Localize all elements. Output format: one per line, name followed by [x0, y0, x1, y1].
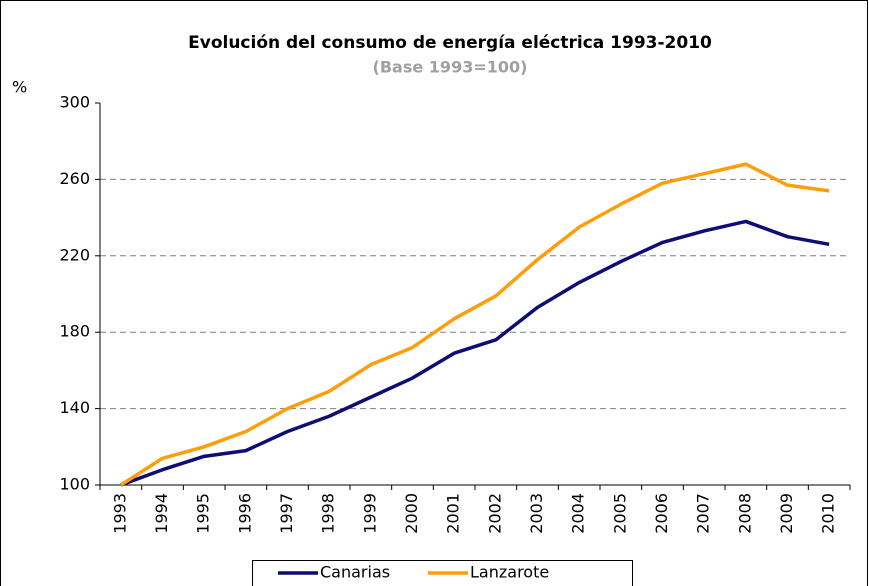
- x-tick-label: 1994: [152, 493, 171, 534]
- y-axis-label: %: [12, 78, 27, 97]
- y-tick-label: 260: [59, 169, 90, 188]
- series-line: [119, 162, 830, 487]
- x-tick-label: 2008: [735, 493, 754, 534]
- x-tick-label: 2001: [444, 493, 463, 534]
- y-tick-label: 300: [59, 93, 90, 112]
- y-tick-label: 140: [59, 398, 90, 417]
- x-tick-label: 2000: [402, 493, 421, 534]
- x-tick-label: 2005: [610, 493, 629, 534]
- x-tick-label: 2002: [485, 493, 504, 534]
- x-tick-label: 2007: [694, 493, 713, 534]
- x-tick-label: 1998: [319, 493, 338, 534]
- x-tick-label: 1993: [110, 493, 129, 534]
- x-tick-label: 1995: [194, 493, 213, 534]
- chart-subtitle: (Base 1993=100): [373, 58, 528, 77]
- x-tick-label: 2003: [527, 493, 546, 534]
- legend-label: Lanzarote: [470, 563, 549, 582]
- legend-label: Canarias: [320, 563, 390, 582]
- x-tick-label: 2004: [569, 493, 588, 534]
- chart-title: Evolución del consumo de energía eléctri…: [188, 33, 712, 53]
- x-tick-label: 1999: [360, 493, 379, 534]
- y-tick-label: 220: [59, 245, 90, 264]
- x-tick-label: 1997: [277, 493, 296, 534]
- y-tick-label: 100: [59, 475, 90, 494]
- y-tick-label: 180: [59, 322, 90, 341]
- x-tick-label: 2006: [652, 493, 671, 534]
- x-tick-label: 2010: [819, 493, 838, 534]
- series-line: [120, 219, 830, 487]
- x-tick-label: 2009: [777, 493, 796, 534]
- x-tick-label: 1996: [235, 493, 254, 534]
